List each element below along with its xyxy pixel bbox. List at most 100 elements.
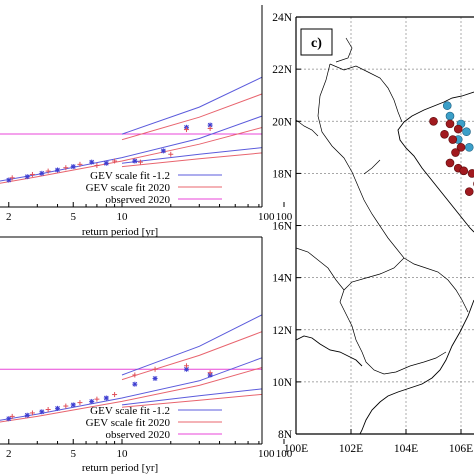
- x-tick-label-partial: 100: [258, 211, 275, 223]
- gev-fit-upper-line-1: [121, 331, 262, 381]
- data-point-red: [29, 410, 35, 416]
- data-point-blue: [55, 167, 61, 173]
- data-point-blue: [24, 412, 30, 418]
- station-point-blue: [442, 101, 452, 110]
- data-point-blue: [55, 405, 61, 411]
- map-border: [317, 63, 469, 313]
- data-point-red: [63, 403, 69, 409]
- data-point-red: [45, 168, 51, 174]
- lat-tick-label: 10N: [272, 377, 293, 389]
- lon-tick-label: 104E: [394, 443, 418, 455]
- lat-tick-label: 22N: [272, 64, 293, 76]
- lat-tick-label: 16N: [272, 221, 293, 233]
- marker-stroke: [6, 416, 12, 422]
- map-border: [296, 247, 345, 291]
- map-border: [296, 119, 319, 137]
- map-border: [363, 159, 381, 175]
- map-border: [335, 37, 353, 63]
- data-point-blue: [39, 170, 45, 176]
- x-tick-label: 2: [6, 448, 12, 460]
- panel-label-box: [300, 28, 333, 56]
- data-point-blue: [103, 395, 109, 401]
- marker-stroke: [207, 122, 213, 128]
- data-point-blue: [6, 177, 12, 183]
- lat-tick-label: 24N: [272, 12, 293, 24]
- data-point-red: [94, 162, 100, 168]
- panel-a-points: [6, 122, 213, 183]
- gev-fit-lower-line-0: [121, 388, 262, 406]
- station-point-red: [453, 124, 463, 134]
- data-point-red: [9, 175, 15, 181]
- marker-stroke: [132, 381, 138, 387]
- panel-label: c): [311, 36, 322, 51]
- gev-fit-lower-line-0: [121, 147, 262, 164]
- data-point-red: [112, 158, 118, 164]
- panel-b-points: [6, 363, 213, 422]
- marker-stroke: [24, 412, 30, 418]
- station-point-red: [467, 169, 474, 178]
- station-point-red: [451, 148, 460, 157]
- data-point-blue: [89, 398, 95, 404]
- marker-stroke: [89, 159, 95, 165]
- lon-tick-label: 102E: [339, 443, 363, 455]
- data-point-red: [168, 151, 174, 157]
- x-tick-label: 5: [70, 448, 76, 460]
- data-point-red: [94, 396, 100, 402]
- data-point-blue: [160, 148, 166, 154]
- data-point-blue: [89, 159, 95, 165]
- map-coastline: [296, 335, 363, 367]
- station-point-red: [464, 187, 474, 196]
- legend-entry-label: observed 2020: [106, 429, 171, 441]
- lat-tick-label: 14N: [272, 273, 293, 285]
- gev-fit-central-line-0: [0, 357, 262, 421]
- map-border: [339, 257, 447, 375]
- panel-b-xlabel: return period [yr]: [82, 462, 158, 474]
- station-point-red: [429, 116, 438, 126]
- marker-stroke: [55, 167, 60, 173]
- x-tick-label: 10: [117, 448, 129, 460]
- legend-entry-label: GEV scale fit 2020: [86, 417, 171, 429]
- legend-entry-label: GEV scale fit -1.2: [90, 405, 170, 417]
- panel-a-xlabel: return period [yr]: [82, 226, 158, 238]
- data-point-blue: [132, 381, 138, 387]
- gev-fit-central-line-1: [0, 127, 262, 184]
- station-point-blue: [445, 111, 455, 121]
- data-point-blue: [24, 174, 30, 180]
- marker-stroke: [70, 402, 76, 408]
- marker-stroke: [24, 174, 30, 180]
- lon-tick-label: 100E: [284, 443, 308, 455]
- station-point-red: [459, 166, 469, 176]
- station-point-blue: [462, 127, 471, 137]
- x-tick-label: 10: [117, 211, 129, 223]
- data-point-red: [45, 407, 51, 412]
- legend-entry-label: observed 2020: [106, 194, 171, 206]
- x-tick-label-partial: 100: [258, 448, 275, 460]
- panel-b-legend: GEV scale fit -1.2 GEV scale fit 2020 ob…: [86, 405, 222, 441]
- panel-c-map: 100E102E104E106E108E8N10N12N14N16N18N20N…: [272, 12, 474, 455]
- panel-a-legend: GEV scale fit -1.2 GEV scale fit 2020 ob…: [86, 170, 222, 206]
- map-ticks: 100E102E104E106E108E8N10N12N14N16N18N20N…: [272, 12, 473, 455]
- station-point-blue: [464, 143, 474, 152]
- gev-fit-central-line-0: [0, 115, 262, 182]
- data-point-blue: [70, 402, 76, 408]
- lat-tick-label: 20N: [272, 116, 293, 128]
- marker-stroke: [103, 395, 109, 401]
- map-land: [296, 37, 474, 434]
- marker-stroke: [161, 148, 166, 154]
- x-tick-label: 100: [276, 211, 293, 223]
- station-point-red: [445, 119, 455, 129]
- lat-tick-label: 18N: [272, 168, 293, 180]
- data-point-red: [9, 413, 15, 419]
- station-point-red: [445, 158, 455, 168]
- map-coastline: [397, 91, 474, 233]
- data-point-blue: [132, 158, 138, 164]
- gev-fit-upper-line-1: [121, 93, 262, 141]
- data-point-red: [112, 392, 118, 398]
- data-point-blue: [152, 375, 158, 381]
- data-point-red: [183, 363, 189, 369]
- data-point-red: [207, 370, 213, 376]
- data-point-blue: [6, 416, 12, 422]
- gev-fit-lower-line-1: [121, 393, 262, 408]
